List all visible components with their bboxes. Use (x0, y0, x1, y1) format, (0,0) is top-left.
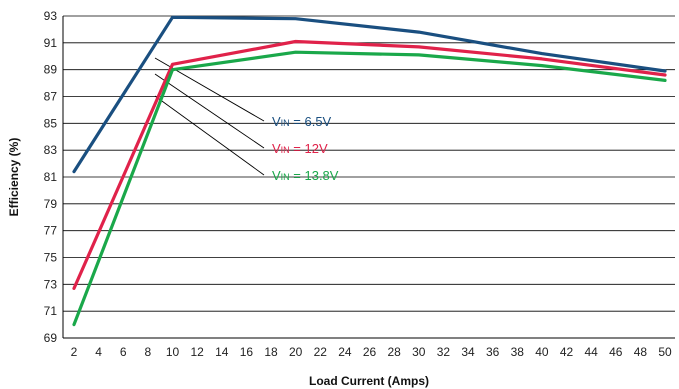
x-tick-label: 44 (584, 345, 598, 359)
x-tick-label: 28 (387, 345, 401, 359)
legend-prefix: V (272, 141, 281, 156)
x-tick-labels: 2 4 6 8 10 12 14 16 18 20 22 24 26 28 30 32 34 36 38 40 42 44… (71, 345, 672, 359)
legend-entry: VIN = 12V (272, 141, 328, 156)
legend-subscript: IN (281, 172, 290, 182)
series-line (72, 50, 667, 327)
legend-prefix: V (272, 168, 281, 183)
x-tick-label: 24 (338, 345, 352, 359)
y-tick-label: 89 (44, 63, 58, 77)
y-tick-label: 79 (44, 197, 58, 211)
legend-label: VIN = 6.5V (272, 114, 332, 129)
grid-lines (63, 15, 675, 339)
y-tick-label: 93 (44, 9, 58, 23)
x-tick-label: 50 (658, 345, 672, 359)
legend-entry: VIN = 13.8V (272, 168, 339, 183)
legend-subscript: IN (281, 145, 290, 155)
x-tick-label: 12 (190, 345, 204, 359)
y-tick-label: 73 (44, 277, 58, 291)
x-tick-label: 4 (95, 345, 102, 359)
x-tick-label: 20 (289, 345, 303, 359)
y-tick-label: 69 (44, 331, 58, 345)
legend-label: VIN = 13.8V (272, 168, 339, 183)
x-tick-label: 2 (71, 345, 78, 359)
x-tick-label: 22 (314, 345, 328, 359)
x-tick-label: 6 (120, 345, 127, 359)
x-tick-label: 36 (486, 345, 500, 359)
legend-prefix: V (272, 114, 281, 129)
x-tick-label: 10 (166, 345, 180, 359)
x-tick-label: 46 (609, 345, 623, 359)
legend-value: = 12V (290, 141, 328, 156)
legend-leader-line (154, 73, 265, 149)
y-tick-label: 77 (44, 224, 58, 238)
legend-value: = 13.8V (290, 168, 339, 183)
y-tick-label: 85 (44, 116, 58, 130)
y-tick-label: 91 (44, 36, 58, 50)
series-line (72, 15, 667, 174)
y-tick-label: 75 (44, 251, 58, 265)
x-tick-label: 26 (363, 345, 377, 359)
x-tick-label: 18 (264, 345, 278, 359)
x-tick-label: 32 (437, 345, 451, 359)
y-tick-label: 83 (44, 143, 58, 157)
y-tick-label: 71 (44, 304, 58, 318)
y-tick-label: 87 (44, 90, 58, 104)
series-lines (72, 15, 667, 327)
x-tick-label: 30 (412, 345, 426, 359)
y-tick-labels: 69 71 73 75 77 79 81 83 85 87 89 91 93 (44, 9, 58, 345)
x-tick-label: 8 (145, 345, 152, 359)
legend-label: VIN = 12V (272, 141, 328, 156)
y-tick-label: 81 (44, 170, 58, 184)
legend-subscript: IN (281, 118, 290, 128)
legend-value: = 6.5V (290, 114, 332, 129)
x-tick-label: 48 (634, 345, 648, 359)
x-axis-label: Load Current (Amps) (309, 374, 429, 388)
legend-entry: VIN = 6.5V (272, 114, 332, 129)
x-tick-label: 38 (511, 345, 525, 359)
legend-leader-line (154, 95, 265, 176)
y-axis-label: Efficiency (%) (7, 138, 21, 217)
series-line (72, 39, 667, 290)
x-tick-label: 34 (461, 345, 475, 359)
axes (62, 16, 675, 339)
x-tick-label: 16 (240, 345, 254, 359)
x-tick-label: 14 (215, 345, 229, 359)
x-tick-label: 40 (535, 345, 549, 359)
x-tick-label: 42 (560, 345, 574, 359)
